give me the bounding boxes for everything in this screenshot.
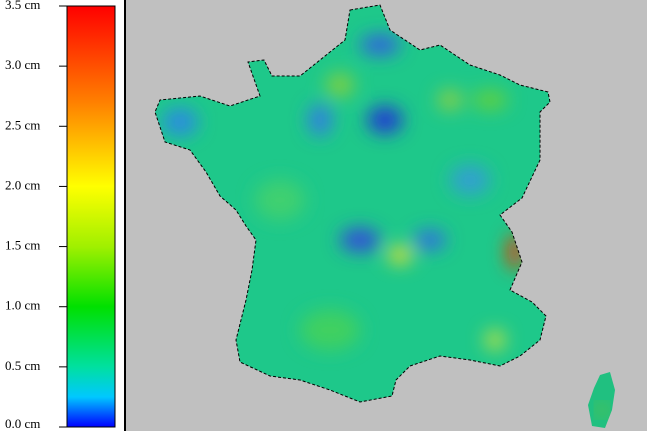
tick-label: 0.0 cm bbox=[5, 416, 40, 431]
tick-label: 0.5 cm bbox=[5, 358, 40, 373]
colorbar: 0.0 cm 0.5 cm 1.0 cm 1.5 cm 2.0 cm 2.5 cm 3.0 … bbox=[5, 0, 116, 431]
tick-label: 1.5 cm bbox=[5, 238, 40, 253]
tick-label: 2.5 cm bbox=[5, 117, 40, 132]
tick-label: 3.0 cm bbox=[5, 57, 40, 72]
tick-label: 2.0 cm bbox=[5, 177, 40, 192]
colorbar-gradient bbox=[66, 5, 116, 428]
tick-label: 3.5 cm bbox=[5, 0, 40, 12]
tick-label: 1.0 cm bbox=[5, 298, 40, 313]
coastline bbox=[154, 4, 551, 403]
